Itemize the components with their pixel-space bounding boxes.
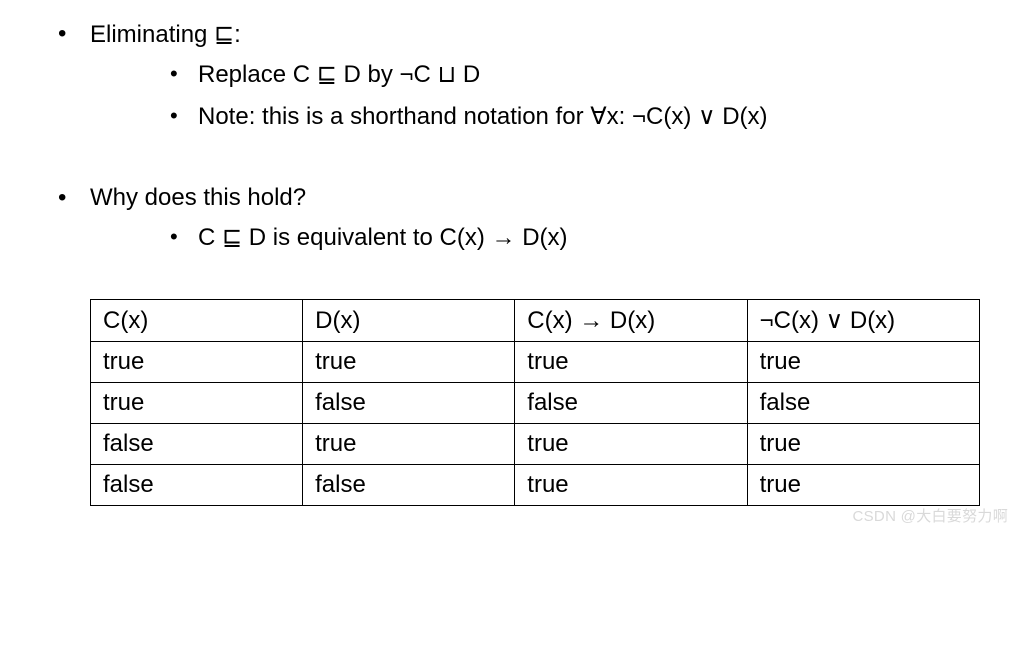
table-row: false false true true: [91, 465, 980, 506]
bullet-list-outer-2: Why does this hold? C ⊑ D is equivalent …: [50, 184, 982, 254]
truth-table: C(x) D(x) C(x) → D(x) ¬C(x) ∨ D(x) true …: [90, 299, 980, 506]
bullet-item-why: Why does this hold? C ⊑ D is equivalent …: [50, 184, 982, 254]
table-header-cell: D(x): [303, 300, 515, 342]
table-cell: true: [303, 424, 515, 465]
table-cell: true: [91, 383, 303, 424]
table-header-row: C(x) D(x) C(x) → D(x) ¬C(x) ∨ D(x): [91, 300, 980, 342]
table-cell: true: [303, 342, 515, 383]
bullet-title: Eliminating ⊑:: [90, 21, 241, 48]
table-row: true true true true: [91, 342, 980, 383]
watermark-text: CSDN @大白要努力啊: [853, 505, 1009, 526]
table-cell: false: [303, 465, 515, 506]
table-cell: true: [515, 465, 747, 506]
table-header-cell: ¬C(x) ∨ D(x): [747, 300, 979, 342]
sub-bullet-note: Note: this is a shorthand notation for ∀…: [170, 101, 982, 133]
table-cell: true: [91, 342, 303, 383]
table-cell: true: [515, 342, 747, 383]
table-cell: true: [515, 424, 747, 465]
table-cell: true: [747, 342, 979, 383]
table-cell: false: [515, 383, 747, 424]
table-row: false true true true: [91, 424, 980, 465]
table-cell: false: [91, 465, 303, 506]
bullet-list-outer: Eliminating ⊑: Replace C ⊑ D by ¬C ⊔ D N…: [50, 20, 982, 134]
bullet-item-eliminating: Eliminating ⊑: Replace C ⊑ D by ¬C ⊔ D N…: [50, 20, 982, 134]
sub-bullet-replace: Replace C ⊑ D by ¬C ⊔ D: [170, 59, 982, 91]
table-header-cell: C(x): [91, 300, 303, 342]
table-cell: false: [91, 424, 303, 465]
table-header-cell: C(x) → D(x): [515, 300, 747, 342]
bullet-list-inner-2: C ⊑ D is equivalent to C(x) → D(x): [90, 222, 982, 254]
table-row: true false false false: [91, 383, 980, 424]
bullet-title: Why does this hold?: [90, 184, 306, 211]
vertical-spacer: [50, 144, 982, 184]
table-cell: true: [747, 424, 979, 465]
bullet-list-inner-1: Replace C ⊑ D by ¬C ⊔ D Note: this is a …: [90, 59, 982, 134]
table-cell: true: [747, 465, 979, 506]
truth-table-container: C(x) D(x) C(x) → D(x) ¬C(x) ∨ D(x) true …: [50, 299, 982, 506]
table-cell: false: [303, 383, 515, 424]
table-cell: false: [747, 383, 979, 424]
sub-bullet-equivalent: C ⊑ D is equivalent to C(x) → D(x): [170, 222, 982, 254]
